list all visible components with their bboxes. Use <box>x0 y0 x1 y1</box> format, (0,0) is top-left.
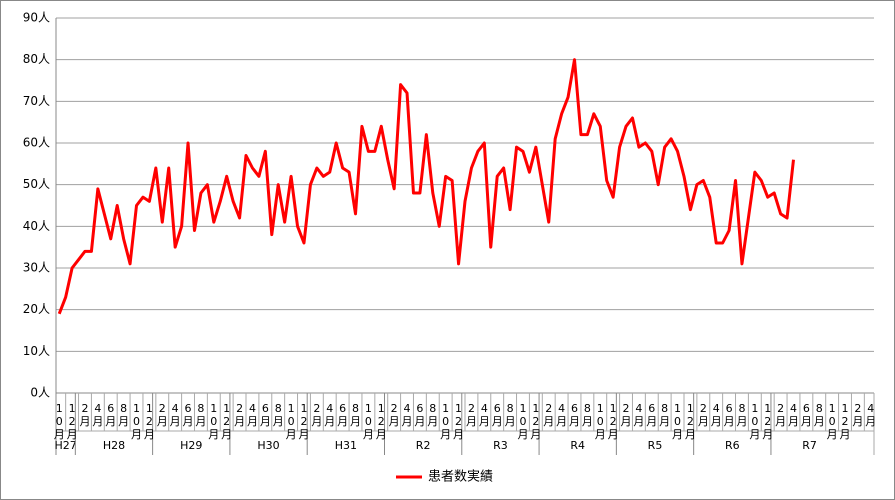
year-label: H28 <box>103 439 125 452</box>
y-tick-label: 0人 <box>30 386 50 400</box>
x-tick-label: 8月 <box>581 402 593 428</box>
x-tick-label: 6月 <box>105 402 117 428</box>
x-tick-label: 12月 <box>66 402 78 441</box>
y-tick-label: 80人 <box>23 52 50 66</box>
x-tick-label: 4月 <box>478 402 490 428</box>
x-tick-label: 10月 <box>440 402 452 441</box>
y-tick-label: 50人 <box>23 177 50 191</box>
x-tick-label: 6月 <box>491 402 503 428</box>
x-tick-label: 8月 <box>195 402 207 428</box>
x-tick-label: 6月 <box>259 402 271 428</box>
x-tick-label: 8月 <box>813 402 825 428</box>
x-tick-label: 12月 <box>453 402 465 441</box>
year-label: H30 <box>257 439 279 452</box>
x-tick-label: 12月 <box>839 402 851 441</box>
x-tick-label: 10月 <box>131 402 142 441</box>
x-tick-label: 8月 <box>350 402 361 428</box>
x-tick-label: 2月 <box>775 402 787 428</box>
x-tick-label: 6月 <box>182 402 194 428</box>
y-tick-label: 90人 <box>23 11 50 25</box>
x-tick-label: 6月 <box>646 402 658 428</box>
year-label: H29 <box>180 439 202 452</box>
x-tick-label: 8月 <box>118 402 130 428</box>
x-tick-label: 8月 <box>659 402 671 428</box>
x-tick-label: 2月 <box>852 402 864 428</box>
x-tick-label: 12月 <box>298 402 310 441</box>
x-tick-label: 12月 <box>607 402 619 441</box>
x-tick-label: 2月 <box>156 402 168 428</box>
x-tick-label: 12月 <box>530 402 542 441</box>
x-tick-label: 2月 <box>79 402 91 428</box>
x-tick-label: 6月 <box>414 402 426 428</box>
legend-label: 患者数実績 <box>428 469 493 485</box>
x-tick-label: 12月 <box>684 402 696 441</box>
y-tick-label: 10人 <box>23 344 50 358</box>
x-tick-label: 6月 <box>337 402 349 428</box>
x-tick-label: 4月 <box>324 402 336 428</box>
x-tick-label: 2月 <box>388 402 400 428</box>
x-tick-label: 8月 <box>427 402 439 428</box>
y-tick-label: 20人 <box>23 302 50 316</box>
x-tick-label: 2月 <box>543 402 555 428</box>
x-tick-label: 2月 <box>620 402 632 428</box>
x-tick-label: 12月 <box>221 402 233 441</box>
x-tick-label: 8月 <box>504 402 516 428</box>
x-tick-label: 12月 <box>143 402 155 441</box>
year-label: R4 <box>570 439 585 452</box>
y-tick-label: 60人 <box>23 136 50 150</box>
x-tick-label: 2月 <box>234 402 246 428</box>
x-tick-label: 12月 <box>762 402 774 441</box>
x-tick-label: 2月 <box>697 402 709 428</box>
x-tick-label: 4月 <box>710 402 722 428</box>
x-tick-label: 4月 <box>401 402 413 428</box>
x-tick-label: 10月 <box>362 402 374 441</box>
x-tick-label: 4月 <box>787 402 799 428</box>
x-tick-label: 6月 <box>568 402 580 428</box>
x-tick-label: 10月 <box>517 402 529 441</box>
year-label: R3 <box>493 439 508 452</box>
x-tick-label: 10月 <box>826 402 838 441</box>
year-label: R6 <box>725 439 740 452</box>
x-tick-label: 10月 <box>749 402 761 441</box>
x-tick-label: 4月 <box>865 402 877 428</box>
x-tick-label: 10月 <box>285 402 297 441</box>
x-tick-label: 4月 <box>92 402 104 428</box>
x-tick-label: 2月 <box>465 402 477 428</box>
x-tick-label: 2月 <box>311 402 323 428</box>
x-tick-label: 4月 <box>633 402 645 428</box>
x-tick-label: 12月 <box>375 402 387 441</box>
y-tick-label: 30人 <box>23 261 50 275</box>
y-tick-label: 40人 <box>23 219 50 233</box>
x-tick-label: 10月 <box>208 402 220 441</box>
year-label: R7 <box>802 439 817 452</box>
x-tick-label: 8月 <box>736 402 748 428</box>
x-tick-label: 6月 <box>723 402 735 428</box>
line-series <box>57 58 795 315</box>
year-label: H31 <box>335 439 357 452</box>
x-tick-label: 10月 <box>594 402 606 441</box>
year-label: R2 <box>416 439 431 452</box>
y-tick-label: 70人 <box>23 94 50 108</box>
x-tick-label: 4月 <box>169 402 181 428</box>
year-label: H27 <box>55 439 77 452</box>
x-tick-label: 6月 <box>800 402 812 428</box>
x-tick-label: 8月 <box>272 402 284 428</box>
x-tick-label: 4月 <box>246 402 258 428</box>
x-tick-label: 10月 <box>53 402 65 441</box>
x-tick-label: 10月 <box>672 402 684 441</box>
year-label: R5 <box>648 439 663 452</box>
x-tick-label: 4月 <box>556 402 568 428</box>
